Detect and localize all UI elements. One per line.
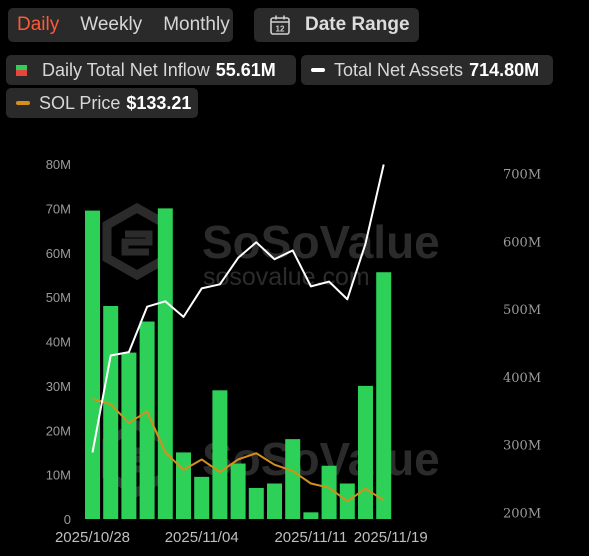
right-axis: 200M 300M 400M 500M 600M 700M [503,168,541,522]
right-tick-label: 200M [503,507,541,522]
inflow-bar[interactable] [248,487,264,519]
date-range-button[interactable]: 12 Date Range [254,8,419,42]
legend-price-label: SOL Price [39,92,121,113]
tab-monthly[interactable]: Monthly [163,14,230,35]
left-tick-label: 0 [64,512,71,527]
right-tick-label: 400M [503,371,541,386]
calendar-icon: 12 [270,15,290,35]
x-tick-label: 2025/10/28 [55,529,130,546]
watermark-url: sosovalue.com [203,263,370,291]
inflow-bars [85,208,392,520]
inflow-bar[interactable] [230,463,246,519]
date-range-label: Date Range [305,14,410,35]
inflow-bar[interactable] [157,208,173,519]
inflow-swatch-icon [16,64,27,76]
legend-price[interactable]: SOL Price $133.21 [6,88,198,118]
left-tick-label: 60M [46,246,71,261]
tab-weekly[interactable]: Weekly [80,14,143,35]
inflow-bar[interactable] [358,385,373,519]
inflow-bar[interactable] [121,352,137,519]
left-tick-label: 70M [46,201,71,216]
inflow-bar[interactable] [103,306,119,519]
left-tick-label: 20M [46,423,71,438]
series-lines [91,164,385,503]
inflow-bar[interactable] [85,210,100,519]
calendar-icon-number: 12 [276,25,285,34]
legend-assets[interactable]: Total Net Assets 714.80M [301,55,553,85]
inflow-bar[interactable] [212,390,228,519]
right-tick-label: 300M [503,439,541,454]
legend-assets-label: Total Net Assets [334,59,464,80]
sol-price-line[interactable] [92,397,385,503]
x-tick-label: 2025/11/11 [274,529,347,546]
inflow-bar[interactable] [176,452,191,519]
price-swatch-icon [16,101,30,105]
right-tick-label: 700M [503,168,541,183]
etf-flow-chart: SoSoValue sosovalue.com SoSoValue 010M20… [46,157,541,546]
inflow-bar[interactable] [267,483,282,520]
right-tick-label: 600M [503,235,541,250]
right-tick-label: 500M [503,303,541,318]
legend-price-value: $133.21 [126,92,192,113]
inflow-bar[interactable] [376,272,392,519]
period-tabs: Daily Weekly Monthly [8,8,233,42]
inflow-bar[interactable] [303,512,319,519]
left-tick-label: 30M [46,379,71,394]
x-tick-label: 2025/11/19 [354,529,428,546]
x-tick-label: 2025/11/04 [165,529,239,546]
x-axis: 2025/10/28 2025/11/04 2025/11/11 2025/11/19 [55,529,428,546]
legend-assets-value: 714.80M [469,59,540,80]
legend-inflow[interactable]: Daily Total Net Inflow 55.61M [6,55,296,85]
left-axis: 0 10M 20M 30M 40M 50M 60M 70M 80M [46,157,71,527]
inflow-bar[interactable] [139,321,155,519]
inflow-bar[interactable] [194,476,210,519]
assets-swatch-icon [311,68,325,72]
legend-inflow-label: Daily Total Net Inflow [42,59,210,80]
inflow-bar[interactable] [285,439,301,519]
left-tick-label: 40M [46,335,71,350]
inflow-bar[interactable] [321,465,337,519]
left-tick-label: 10M [46,468,71,483]
tab-daily[interactable]: Daily [17,14,60,35]
left-tick-label: 80M [46,157,71,172]
legend-inflow-value: 55.61M [215,59,276,80]
watermark-brand: SoSoValue [202,216,440,268]
left-tick-label: 50M [46,290,71,305]
total-net-assets-line[interactable] [91,164,385,453]
